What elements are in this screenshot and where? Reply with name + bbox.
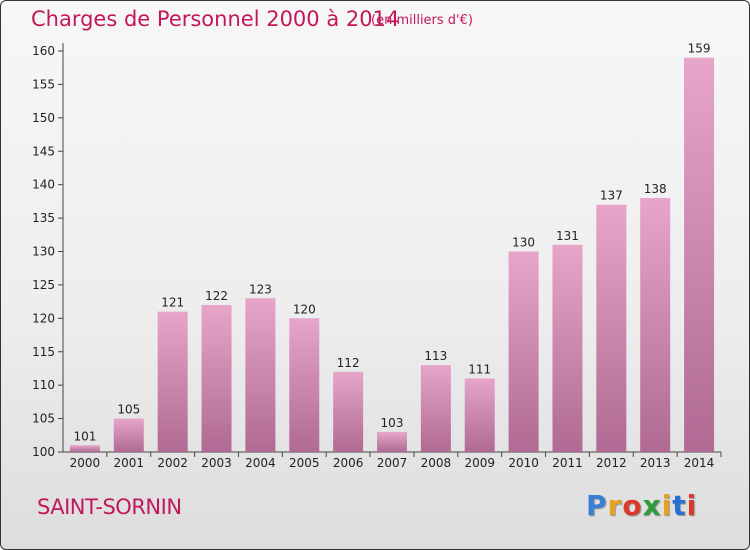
bar-value-label: 111 [468, 362, 491, 376]
x-tick-label: 2003 [201, 456, 232, 470]
x-tick-label: 2013 [640, 456, 671, 470]
x-tick-label: 2014 [684, 456, 715, 470]
bar-value-label: 103 [381, 416, 404, 430]
bar [113, 418, 144, 452]
bar-value-label: 121 [161, 296, 184, 310]
bar [508, 251, 539, 452]
x-tick-label: 2000 [70, 456, 101, 470]
y-tick-label: 125 [32, 278, 55, 292]
logo-letter: o [622, 489, 643, 522]
x-tick-label: 2009 [464, 456, 495, 470]
y-tick-label: 105 [32, 412, 55, 426]
bar [552, 244, 583, 452]
x-tick-label: 2001 [114, 456, 145, 470]
bar [640, 198, 671, 452]
y-tick-label: 160 [32, 44, 55, 58]
bar-value-label: 112 [337, 356, 360, 370]
bar [157, 311, 188, 452]
y-tick-label: 120 [32, 311, 55, 325]
bar [245, 298, 276, 452]
bar [464, 378, 495, 452]
y-tick-label: 150 [32, 111, 55, 125]
x-tick-label: 2005 [289, 456, 320, 470]
x-axis: 2000 2001 2002 2003 2004 2005 2006 2007 2008 2009… [63, 451, 722, 470]
bar-value-label: 131 [556, 229, 579, 243]
bars [69, 57, 715, 452]
bar [420, 365, 451, 452]
bar-value-label: 105 [117, 403, 140, 417]
bar-value-label: 138 [644, 182, 667, 196]
y-tick-label: 140 [32, 178, 55, 192]
logo-letter: i [686, 489, 698, 522]
bar-value-label: 123 [249, 282, 272, 296]
location-label: SAINT-SORNIN [37, 495, 182, 519]
y-tick-label: 115 [32, 345, 55, 359]
y-tick-label: 135 [32, 211, 55, 225]
bar [69, 445, 100, 452]
proxiti-logo: Proxiti [586, 489, 697, 522]
bar-value-label: 120 [293, 302, 316, 316]
y-tick-label: 145 [32, 144, 55, 158]
x-tick-label: 2004 [245, 456, 276, 470]
y-tick-label: 100 [32, 445, 55, 459]
bar-value-label: 101 [73, 429, 96, 443]
chart-title: Charges de Personnel 2000 à 2014 [31, 7, 400, 31]
x-tick-label: 2006 [333, 456, 364, 470]
logo-letter: x [642, 489, 662, 522]
logo-letter: r [607, 489, 623, 522]
bar [596, 204, 627, 452]
y-tick-label: 110 [32, 378, 55, 392]
x-tick-label: 2010 [508, 456, 539, 470]
y-tick-label: 155 [32, 77, 55, 91]
bar [333, 371, 364, 452]
y-tick-label: 130 [32, 245, 55, 259]
logo-letter: i [661, 489, 673, 522]
x-tick-label: 2011 [552, 456, 583, 470]
logo-letter: P [586, 489, 608, 522]
bar [201, 304, 232, 452]
chart-subtitle: (en milliers d'€) [371, 13, 473, 28]
bar-value-label: 113 [424, 349, 447, 363]
y-axis: 100 105 110 115 120 125 130 135 140 145 150 155 160 [32, 43, 64, 459]
x-tick-label: 2008 [421, 456, 452, 470]
x-tick-label: 2007 [377, 456, 408, 470]
data-labels: 101 105 121 122 123 120 112 103 113 111 130 131 137 1… [73, 42, 710, 444]
logo-letter: t [672, 489, 687, 522]
bar-value-label: 130 [512, 236, 535, 250]
bar-value-label: 122 [205, 289, 228, 303]
bar [684, 57, 715, 452]
x-tick-label: 2002 [157, 456, 188, 470]
bar [289, 318, 320, 452]
bar-value-label: 159 [688, 42, 711, 56]
x-tick-label: 2012 [596, 456, 627, 470]
bar [377, 431, 407, 452]
bar-value-label: 137 [600, 189, 623, 203]
